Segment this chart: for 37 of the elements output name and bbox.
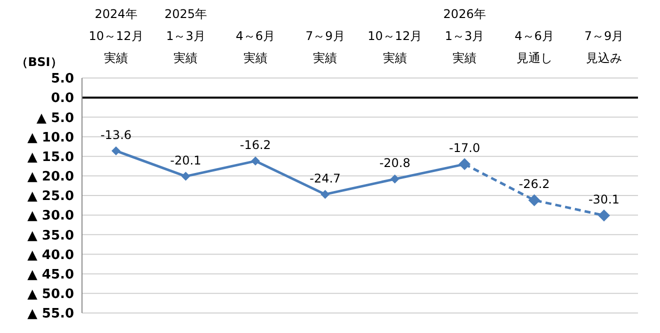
y-tick-label: ▲ 10.0 <box>27 130 74 146</box>
y-axis-title: （BSI） <box>16 54 62 71</box>
data-label: -24.7 <box>310 171 341 186</box>
data-label: -17.0 <box>449 141 480 156</box>
x-tick-label: 7～9月実績 <box>306 29 345 65</box>
x-tick-label: 10～12月実績 <box>368 29 422 65</box>
y-tick-label: ▲ 55.0 <box>27 306 74 322</box>
x-tick-label: 7～9月見込み <box>584 29 624 65</box>
data-label: -26.2 <box>518 177 550 192</box>
y-tick-label: ▲ 5.0 <box>36 110 74 126</box>
y-tick-label: ▲ 15.0 <box>27 150 74 165</box>
x-tick-label: 2024年10～12月実績 <box>88 7 144 65</box>
point <box>181 172 190 181</box>
point <box>528 194 540 206</box>
y-tick-label: ▲ 25.0 <box>27 189 74 204</box>
x-tick-label: 2025年1～3月実績 <box>164 7 207 65</box>
y-tick-label: ▲ 20.0 <box>27 170 74 185</box>
y-tick-label: ▲ 30.0 <box>27 208 74 224</box>
y-tick-label: ▲ 35.0 <box>27 228 74 244</box>
y-tick-label: ▲ 45.0 <box>27 267 74 282</box>
data-label: -13.6 <box>100 128 132 142</box>
data-label: -20.8 <box>379 156 410 170</box>
y-tick-label: ▲ 50.0 <box>27 287 74 302</box>
point <box>112 146 120 156</box>
point <box>390 174 400 184</box>
y-tick-label: ▲ 40.0 <box>27 248 74 263</box>
data-label: -20.1 <box>170 153 202 168</box>
point <box>320 190 330 199</box>
x-tick-label: 2026年1～3月実績 <box>443 7 486 65</box>
point <box>250 156 260 166</box>
point <box>598 209 610 222</box>
y-tick-label: 5.0 <box>50 72 74 87</box>
data-label: -30.1 <box>588 192 620 206</box>
data-label: -16.2 <box>240 138 271 152</box>
y-tick-label: 0.0 <box>50 91 74 106</box>
x-tick-label: 4～6月実績 <box>236 29 276 65</box>
x-tick-label: 4～6月見通し <box>514 29 554 65</box>
